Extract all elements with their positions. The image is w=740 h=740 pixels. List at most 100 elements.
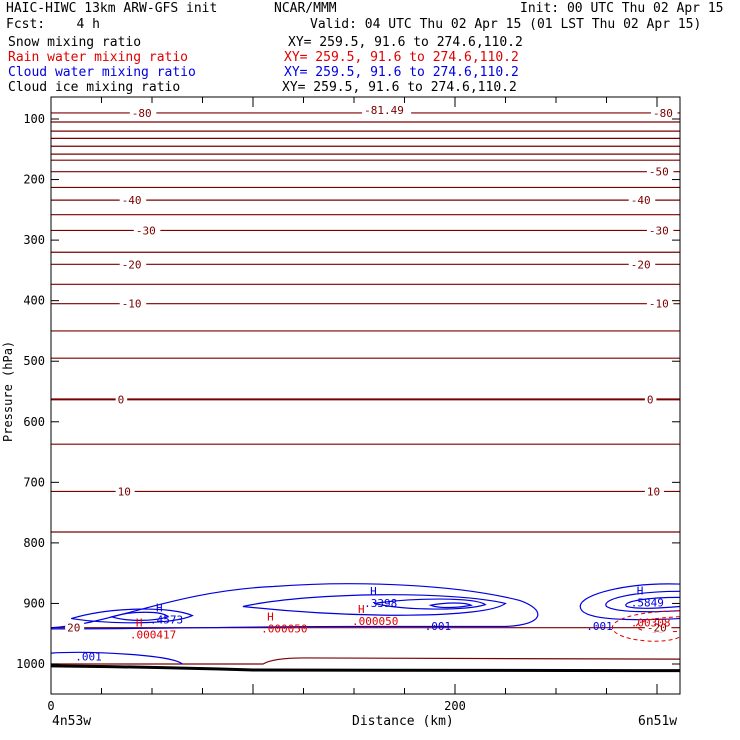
temp-label-bg-10 bbox=[119, 297, 147, 309]
field-rain-xy: XY= 259.5, 91.6 to 274.6,110.2 bbox=[284, 50, 519, 65]
temp-label-15: 10 bbox=[647, 485, 660, 498]
temp-label-1: -80 bbox=[653, 107, 673, 120]
x-axis-label: Distance (km) bbox=[352, 714, 454, 729]
cloud-water-contour-1 bbox=[71, 608, 194, 624]
y-tick-label-2: 300 bbox=[23, 233, 45, 247]
contour-labels: -80 -80 -81.49 -50 -40 -40 -30 -30 -20 -20 -10 -10 0… bbox=[65, 103, 678, 664]
temp-label-3: -50 bbox=[649, 166, 669, 179]
y-tick-label-7: 800 bbox=[23, 536, 45, 550]
temp-contour-5 bbox=[50, 229, 681, 232]
maximum-symbol-5: H bbox=[358, 603, 365, 616]
cloud-water-label-2: .001 bbox=[586, 620, 613, 633]
temp-label-bg-7 bbox=[646, 224, 674, 236]
maximum-value-5: .000050 bbox=[352, 615, 398, 628]
cloud-water-contour-4 bbox=[374, 598, 487, 610]
x-tick-label-1: 200 bbox=[444, 699, 466, 713]
cloud-water-label-0: .001 bbox=[75, 651, 102, 664]
temp-label-bg-0 bbox=[129, 106, 157, 118]
y-axis-label: Pressure (hPa) bbox=[1, 341, 15, 442]
y-tick-label-1: 200 bbox=[23, 173, 45, 187]
temp-label-bg-3 bbox=[646, 165, 674, 177]
temp-label-bg-14 bbox=[115, 485, 135, 497]
forecast-hour: Fcst: 4 h bbox=[6, 17, 100, 32]
terrain-line bbox=[50, 664, 681, 673]
maximum-value-0: .4573 bbox=[150, 614, 183, 627]
temp-label-6: -30 bbox=[136, 224, 156, 237]
temp-label-9: -20 bbox=[631, 258, 651, 271]
temp-label-bg-12 bbox=[115, 393, 128, 405]
maximum-value-1: .3398 bbox=[364, 597, 397, 610]
temp-label-13: 0 bbox=[647, 393, 654, 406]
y-tick-label-5: 600 bbox=[23, 415, 45, 429]
field-rain-name: Rain water mixing ratio bbox=[8, 50, 189, 65]
temp-label-bg-1 bbox=[650, 106, 678, 118]
temp-label-4: -40 bbox=[122, 194, 142, 207]
temp-label-14: 10 bbox=[118, 485, 131, 498]
temp-contour-9 bbox=[50, 490, 681, 493]
maximum-value-3: .000417 bbox=[130, 629, 176, 642]
field-cloudice-xy: XY= 259.5, 91.6 to 274.6,110.2 bbox=[282, 80, 517, 95]
left-endpoint-label: 4n53w bbox=[52, 714, 91, 729]
temp-label-5: -40 bbox=[631, 194, 651, 207]
temp-label-bg-5 bbox=[628, 194, 656, 206]
org-label: NCAR/MMM bbox=[274, 1, 337, 16]
terrain-surface bbox=[50, 664, 681, 673]
cloud-water-contour-5 bbox=[428, 602, 474, 609]
right-endpoint-label: 6n51w bbox=[638, 714, 677, 729]
temp-label-8: -20 bbox=[122, 258, 142, 271]
y-tick-label-9: 1000 bbox=[16, 657, 45, 671]
maximum-value-4: .000050 bbox=[261, 623, 307, 636]
cloud-water-contour-2 bbox=[109, 611, 170, 621]
cloud-water-contour-0 bbox=[50, 583, 539, 630]
field-cloudwater-xy: XY= 259.5, 91.6 to 274.6,110.2 bbox=[284, 65, 519, 80]
cloud-water-contour-3 bbox=[242, 594, 507, 616]
maximum-symbol-4: H bbox=[267, 611, 274, 624]
temp-label-bg-8 bbox=[119, 258, 147, 270]
temp-label-10: -10 bbox=[122, 298, 142, 311]
cloud-water-contour-8 bbox=[625, 596, 681, 609]
temp-label-0: -80 bbox=[132, 107, 152, 120]
cloud-water-label-1: .001 bbox=[425, 620, 452, 633]
field-cloudwater-name: Cloud water mixing ratio bbox=[8, 65, 196, 80]
temp-label-bg-2 bbox=[362, 103, 412, 115]
temp-contour-10 bbox=[50, 626, 681, 629]
temp-contour-3 bbox=[50, 170, 681, 173]
x-tick-label-0: 0 bbox=[47, 699, 54, 713]
y-tick-label-6: 700 bbox=[23, 475, 45, 489]
init-time: Init: 00 UTC Thu 02 Apr 15 bbox=[520, 1, 724, 16]
temp-contour-surface bbox=[51, 657, 681, 665]
maximum-symbol-2: H bbox=[637, 585, 644, 598]
maximum-value-6: .00308 bbox=[631, 617, 671, 630]
valid-time: Valid: 04 UTC Thu 02 Apr 15 (01 LST Thu … bbox=[310, 17, 702, 32]
maximum-symbol-1: H bbox=[370, 585, 377, 598]
temp-label-bg-4 bbox=[119, 194, 147, 206]
temp-contour-2 bbox=[50, 145, 681, 148]
temp-label-bg-9 bbox=[628, 258, 656, 270]
cloud-water-contour-7 bbox=[605, 590, 681, 613]
temp-label-bg-15 bbox=[644, 485, 664, 497]
model-title: HAIC-HIWC 13km ARW-GFS init bbox=[6, 1, 218, 16]
plot-frame bbox=[50, 96, 681, 695]
temp-label-11: -10 bbox=[649, 298, 669, 311]
maximum-value-2: .5849 bbox=[631, 597, 664, 610]
temp-contour-8 bbox=[50, 398, 681, 401]
cloud-water-contours bbox=[50, 583, 681, 665]
temp-label-bg-16 bbox=[65, 621, 85, 633]
field-cloudice-name: Cloud ice mixing ratio bbox=[8, 80, 181, 95]
y-tick-label-8: 900 bbox=[23, 596, 45, 610]
y-tick-label-4: 500 bbox=[23, 354, 45, 368]
maximum-symbol-3: H bbox=[136, 617, 143, 630]
temp-label-7: -30 bbox=[649, 224, 669, 237]
temp-label-12: 0 bbox=[118, 393, 125, 406]
y-tick-label-0: 100 bbox=[23, 112, 45, 126]
temp-label-bg-11 bbox=[646, 297, 674, 309]
temp-label-bg-6 bbox=[133, 224, 161, 236]
cloud-water-contour-6 bbox=[579, 583, 681, 621]
temp-label-2: -81.49 bbox=[364, 104, 404, 117]
field-snow-xy: XY= 259.5, 91.6 to 274.6,110.2 bbox=[288, 35, 523, 50]
temp-label-bg-17 bbox=[644, 621, 672, 633]
y-tick-label-3: 400 bbox=[23, 294, 45, 308]
temp-contour-1 bbox=[50, 130, 681, 132]
